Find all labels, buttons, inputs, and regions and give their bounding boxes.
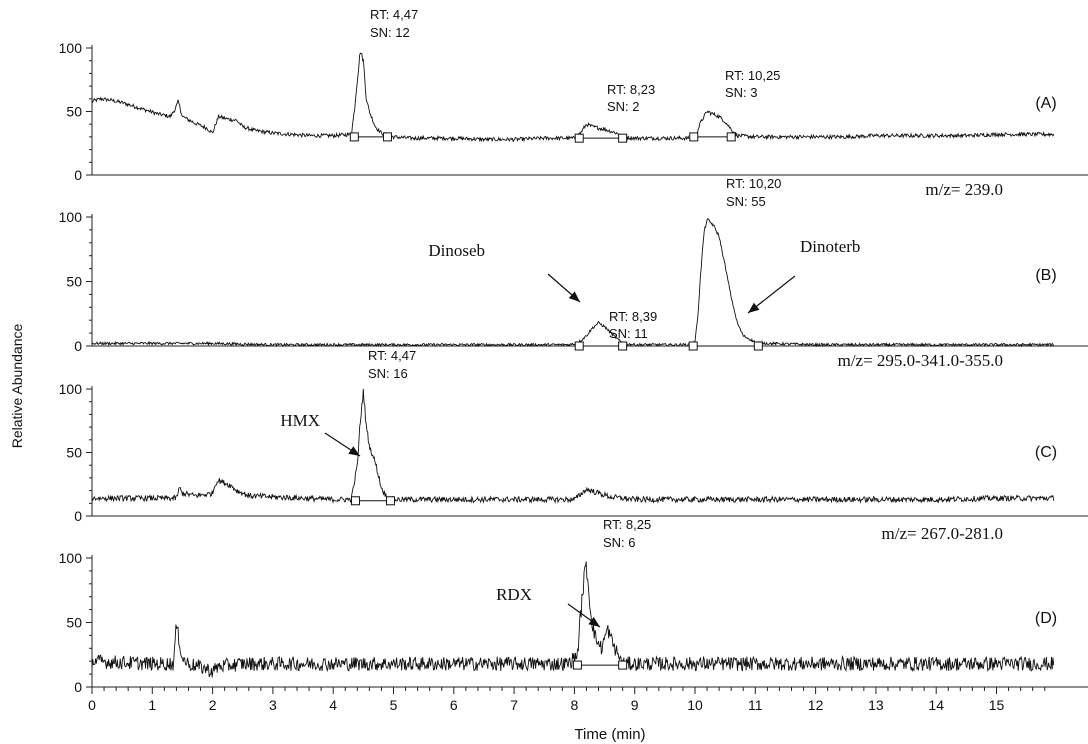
x-tick-label: 11 xyxy=(748,697,763,713)
compound-label: Dinoseb xyxy=(428,241,485,260)
signal-noise-label: SN: 6 xyxy=(603,535,636,550)
baseline-marker xyxy=(689,132,699,142)
mz-label: m/z= 239.0 xyxy=(925,180,1003,199)
baseline-marker xyxy=(574,133,584,143)
signal-noise-label: SN: 55 xyxy=(726,194,766,209)
y-tick-label: 0 xyxy=(74,167,82,183)
y-tick-label: 0 xyxy=(74,679,82,695)
x-tick-label: 8 xyxy=(571,697,579,713)
baseline-marker xyxy=(349,132,359,142)
x-tick-label: 7 xyxy=(510,697,518,713)
baseline-marker xyxy=(618,341,628,351)
x-tick-label: 1 xyxy=(148,697,156,713)
y-tick-label: 100 xyxy=(59,40,83,56)
x-tick-label: 12 xyxy=(808,697,824,713)
y-axis-label: Relative Abundance xyxy=(9,324,25,449)
y-tick-label: 50 xyxy=(66,615,82,631)
panel-letter: (A) xyxy=(1035,95,1056,112)
x-tick-label: 15 xyxy=(989,697,1005,713)
pointer-arrow-head xyxy=(588,616,600,627)
pointer-arrow-head xyxy=(748,302,760,313)
y-tick-label: 0 xyxy=(74,338,82,354)
x-tick-label: 9 xyxy=(631,697,639,713)
mz-label: m/z= 295.0-341.0-355.0 xyxy=(838,351,1003,370)
baseline-marker xyxy=(385,496,395,506)
panel-b: 0 50 100 RT: 8,39 SN: 11 RT: 10,20 SN: 55 Dinos… xyxy=(59,176,1088,354)
y-tick-label: 50 xyxy=(66,274,82,290)
signal-noise-label: SN: 12 xyxy=(370,25,410,40)
retention-time-label: RT: 8,25 xyxy=(603,517,651,532)
y-tick-label: 50 xyxy=(66,445,82,461)
compound-label: RDX xyxy=(496,585,532,604)
x-tick-label: 6 xyxy=(450,697,458,713)
baseline-marker xyxy=(618,660,628,670)
panel-letter: (D) xyxy=(1035,610,1057,627)
retention-time-label: RT: 8,39 xyxy=(609,309,657,324)
baseline-marker xyxy=(688,341,698,351)
x-tick-label: 5 xyxy=(390,697,398,713)
chromatogram-trace xyxy=(91,217,1055,348)
signal-noise-label: SN: 11 xyxy=(609,326,648,341)
panel-letter: (C) xyxy=(1035,444,1057,461)
compound-label: HMX xyxy=(280,411,320,430)
signal-noise-label: SN: 16 xyxy=(368,366,408,381)
x-axis-label: Time (min) xyxy=(574,726,645,743)
x-tick-label: 3 xyxy=(269,697,277,713)
panel-c: 0 50 100 RT: 4,47 SN: 16 HMX (C) m/z= 295.0-341… xyxy=(59,348,1088,524)
retention-time-label: RT: 10,20 xyxy=(726,176,781,191)
chromatogram-trace xyxy=(91,561,1055,678)
pointer-arrow-head xyxy=(568,291,580,302)
baseline-marker xyxy=(753,341,763,351)
x-tick-label: 0 xyxy=(88,697,96,713)
y-tick-label: 100 xyxy=(59,550,83,566)
baseline-marker xyxy=(572,660,582,670)
baseline-marker xyxy=(726,132,736,142)
panel-letter: (B) xyxy=(1035,267,1056,284)
baseline-marker xyxy=(382,132,392,142)
signal-noise-label: SN: 2 xyxy=(607,99,640,114)
baseline-marker xyxy=(351,496,361,506)
pointer-arrow-head xyxy=(348,446,360,456)
y-tick-label: 100 xyxy=(59,381,83,397)
retention-time-label: RT: 4,47 xyxy=(370,7,418,22)
retention-time-label: RT: 4,47 xyxy=(368,348,416,363)
mz-label: m/z= 267.0-281.0 xyxy=(882,524,1004,543)
retention-time-label: RT: 10,25 xyxy=(725,68,780,83)
x-tick-label: 13 xyxy=(868,697,884,713)
retention-time-label: RT: 8,23 xyxy=(607,82,655,97)
y-tick-label: 100 xyxy=(59,209,83,225)
compound-label: Dinoterb xyxy=(800,237,860,256)
signal-noise-label: SN: 3 xyxy=(725,85,758,100)
panel-a: 0 50 100 RT: 4,47 SN: 12 RT: 8,23 SN: 2 RT: 10,… xyxy=(59,7,1088,183)
x-tick-label: 4 xyxy=(329,697,337,713)
x-tick-label: 2 xyxy=(209,697,217,713)
chromatogram-trace xyxy=(91,52,1055,143)
baseline-marker xyxy=(574,341,584,351)
baseline-marker xyxy=(618,133,628,143)
x-tick-label: 10 xyxy=(687,697,703,713)
y-tick-label: 50 xyxy=(66,104,82,120)
chromatogram-trace xyxy=(91,388,1055,504)
x-tick-label: 14 xyxy=(928,697,944,713)
y-tick-label: 0 xyxy=(74,508,82,524)
